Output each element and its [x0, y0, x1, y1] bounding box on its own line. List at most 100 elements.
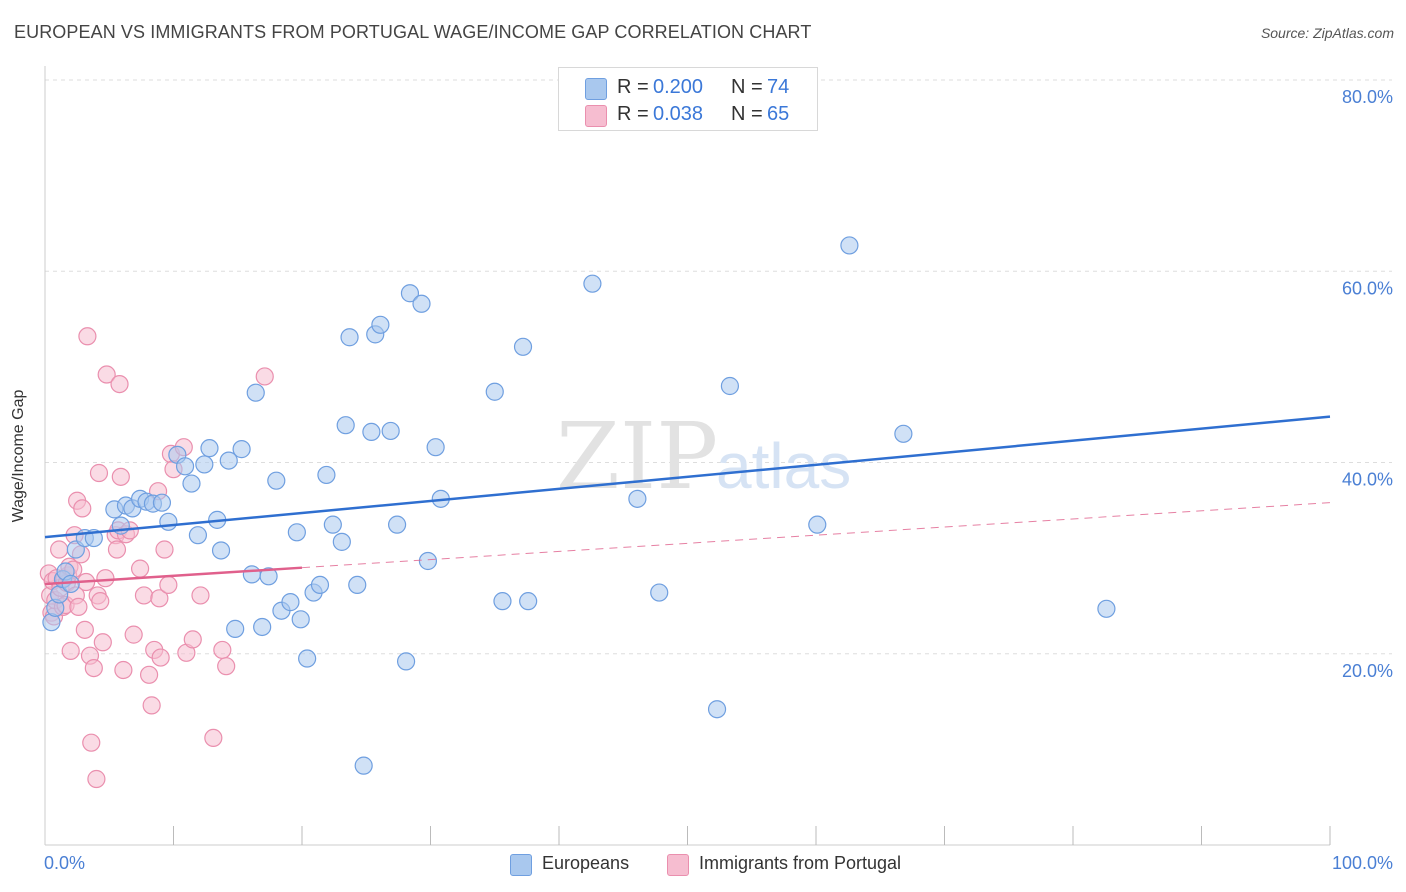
- legend-row-portugal: R = 0.038 N = 65: [559, 101, 817, 129]
- axes: [44, 66, 1331, 846]
- europeans-point: [188, 526, 208, 545]
- legend-row-europeans: R = 0.200 N = 74: [559, 74, 817, 102]
- europeans-point: [418, 551, 438, 571]
- europeans-point: [808, 515, 827, 534]
- legend-label-europeans: Europeans: [542, 853, 630, 873]
- legend-r-label: R =: [617, 76, 649, 98]
- legend-n-label: N =: [731, 103, 763, 125]
- europeans-point: [336, 416, 355, 435]
- portugal-point: [124, 625, 143, 644]
- y-tick-label: 40.0%: [1342, 470, 1393, 490]
- europeans-point: [1097, 599, 1116, 618]
- portugal-point: [114, 660, 133, 680]
- europeans-point: [219, 451, 238, 470]
- grid-lines: [45, 79, 1392, 655]
- europeans-point: [287, 523, 306, 542]
- portugal-point: [91, 592, 110, 611]
- europeans-point: [211, 541, 231, 560]
- y-tick-label: 80.0%: [1342, 87, 1393, 107]
- europeans-point: [259, 567, 278, 586]
- trend-lines: [44, 415, 1331, 586]
- europeans-point: [267, 471, 286, 490]
- legend-n-label: N =: [731, 76, 763, 98]
- legend-label-portugal: Immigrants from Portugal: [699, 853, 902, 873]
- europeans-point: [493, 592, 512, 611]
- portugal-trend-line-extended: [301, 502, 1331, 569]
- europeans-point: [195, 455, 214, 474]
- portugal-point: [111, 467, 130, 486]
- legend-swatch-europeans: [510, 854, 532, 876]
- europeans-point: [396, 652, 416, 671]
- europeans-point: [362, 422, 381, 441]
- portugal-point: [183, 630, 202, 649]
- portugal-point: [61, 641, 80, 660]
- europeans-point: [348, 575, 367, 595]
- europeans-point: [253, 617, 272, 637]
- legend-swatch-portugal: [667, 854, 689, 876]
- portugal-trend-line: [44, 566, 303, 586]
- portugal-point: [142, 696, 161, 715]
- chart-title: EUROPEAN VS IMMIGRANTS FROM PORTUGAL WAG…: [14, 22, 812, 42]
- source-label: Source: ZipAtlas.com: [1260, 25, 1394, 41]
- portugal-point: [151, 648, 170, 667]
- zipatlas-watermark: ZIP atlas: [556, 403, 851, 510]
- europeans-point: [519, 592, 538, 611]
- europeans-point: [513, 337, 533, 356]
- tick-labels: 20.0% 40.0% 60.0% 80.0% 0.0% 100.0%: [44, 87, 1393, 873]
- portugal-point: [217, 657, 236, 676]
- europeans-trend-line: [44, 415, 1331, 539]
- portugal-point: [96, 569, 115, 588]
- europeans-point: [159, 512, 178, 531]
- correlation-legend: R = 0.200 N = 74 R = 0.038 N = 65: [558, 67, 818, 131]
- portugal-point: [134, 586, 154, 605]
- series-legend: Europeans Immigrants from Portugal: [0, 852, 1406, 878]
- portugal-point: [159, 575, 178, 595]
- europeans-point: [485, 382, 504, 401]
- europeans-point: [583, 274, 602, 293]
- y-tick-label: 20.0%: [1342, 661, 1393, 681]
- legend-r-label: R =: [617, 103, 649, 125]
- europeans-point: [332, 532, 351, 551]
- portugal-point: [93, 633, 112, 652]
- svg-text:atlas: atlas: [716, 430, 851, 502]
- legend-swatch-europeans: [585, 78, 607, 100]
- europeans-point: [387, 515, 407, 534]
- europeans-point: [720, 376, 740, 396]
- legend-r-value: 0.200: [653, 76, 704, 98]
- portugal-point: [50, 540, 69, 559]
- europeans-point: [281, 593, 300, 612]
- europeans-point: [242, 565, 261, 584]
- europeans-point: [650, 583, 669, 602]
- portugal-point: [69, 597, 88, 616]
- europeans-point: [412, 294, 431, 313]
- europeans-point: [317, 465, 336, 485]
- portugal-point: [204, 728, 223, 748]
- portugal-point: [78, 327, 97, 346]
- europeans-point: [291, 610, 310, 629]
- europeans-point: [354, 756, 373, 775]
- portugal-point: [87, 769, 106, 789]
- portugal-point: [97, 365, 116, 384]
- europeans-point: [175, 457, 195, 476]
- europeans-point: [232, 440, 251, 459]
- legend-n-value: 74: [767, 76, 790, 98]
- portugal-point: [139, 665, 159, 684]
- portugal-point: [255, 367, 274, 386]
- europeans-point: [152, 493, 172, 512]
- europeans-point: [340, 328, 359, 347]
- portugal-point: [213, 640, 232, 660]
- portugal-point: [191, 586, 210, 605]
- europeans-point: [200, 439, 219, 458]
- portugal-point: [150, 589, 169, 608]
- europeans-point: [182, 474, 201, 493]
- europeans-point: [628, 489, 647, 508]
- portugal-point: [107, 540, 127, 559]
- europeans-series: [42, 236, 1116, 775]
- legend-swatch-portugal: [585, 105, 607, 127]
- europeans-point: [707, 700, 727, 719]
- europeans-point: [298, 649, 317, 668]
- europeans-point: [323, 515, 342, 534]
- legend-n-value: 65: [767, 103, 790, 125]
- portugal-point: [84, 658, 103, 678]
